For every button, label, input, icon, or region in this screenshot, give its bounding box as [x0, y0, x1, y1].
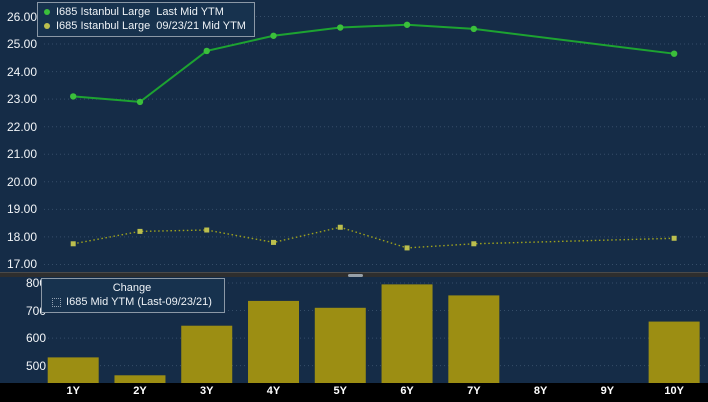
bar-series-icon — [52, 297, 62, 307]
legend-item-change[interactable]: I685 Mid YTM (Last-09/23/21) — [48, 295, 216, 309]
x-tick-label: 9Y — [600, 385, 615, 397]
data-point-marker[interactable] — [270, 32, 277, 39]
bar[interactable] — [648, 321, 700, 383]
bar[interactable] — [181, 325, 233, 383]
x-tick-label: 1Y — [66, 385, 80, 397]
data-point-marker[interactable] — [137, 228, 143, 234]
legend-label: I685 Istanbul Large Last Mid YTM — [56, 6, 224, 18]
data-point-marker[interactable] — [671, 235, 677, 241]
x-tick-label: 8Y — [533, 385, 548, 397]
bar[interactable] — [114, 375, 166, 383]
bar[interactable] — [248, 300, 300, 383]
panel-splitter[interactable] — [0, 272, 708, 277]
legend-label: I685 Mid YTM (Last-09/23/21) — [66, 296, 212, 308]
x-tick-label: 7Y — [467, 385, 481, 397]
legend-title: Change — [112, 282, 152, 294]
bar[interactable] — [448, 295, 500, 383]
data-point-marker[interactable] — [337, 224, 343, 230]
legend-label: I685 Istanbul Large 09/23/21 Mid YTM — [56, 20, 246, 32]
x-tick-label: 3Y — [200, 385, 214, 397]
splitter-drag-handle[interactable] — [348, 274, 363, 277]
data-point-marker[interactable] — [136, 98, 144, 106]
bar[interactable] — [47, 357, 99, 383]
bar-chart-legend[interactable]: Change I685 Mid YTM (Last-09/23/21) — [41, 278, 225, 313]
data-point-marker[interactable] — [404, 245, 410, 251]
x-tick-label: 5Y — [333, 385, 347, 397]
data-point-marker[interactable] — [471, 241, 477, 247]
line-series-marker-icon — [44, 23, 50, 29]
x-tick-label: 10Y — [664, 385, 684, 397]
data-point-marker[interactable] — [670, 50, 678, 57]
legend-item-last-mid-ytm[interactable]: I685 Istanbul Large Last Mid YTM — [44, 5, 246, 19]
data-point-marker[interactable] — [70, 241, 76, 247]
x-tick-label: 2Y — [133, 385, 147, 397]
data-point-marker[interactable] — [70, 93, 77, 100]
data-point-marker[interactable] — [403, 21, 411, 28]
legend-item-prev-mid-ytm[interactable]: I685 Istanbul Large 09/23/21 Mid YTM — [44, 19, 246, 33]
line-series[interactable] — [73, 23, 675, 103]
x-tick-label: 6Y — [400, 385, 414, 397]
bar[interactable] — [381, 284, 433, 383]
data-point-marker[interactable] — [203, 47, 210, 55]
x-tick-label: 4Y — [266, 385, 281, 397]
data-point-marker[interactable] — [337, 24, 344, 31]
line-series[interactable] — [73, 226, 675, 249]
bar[interactable] — [314, 307, 366, 383]
line-chart-legend[interactable]: I685 Istanbul Large Last Mid YTM I685 Is… — [37, 2, 255, 37]
line-series-marker-icon — [44, 9, 50, 15]
data-point-marker[interactable] — [271, 239, 277, 245]
data-point-marker[interactable] — [470, 25, 478, 33]
x-axis: 1Y 2Y 3Y 4Y 5Y 6Y 7Y 8Y 9Y 10Y — [0, 383, 708, 402]
data-point-marker[interactable] — [204, 227, 210, 233]
